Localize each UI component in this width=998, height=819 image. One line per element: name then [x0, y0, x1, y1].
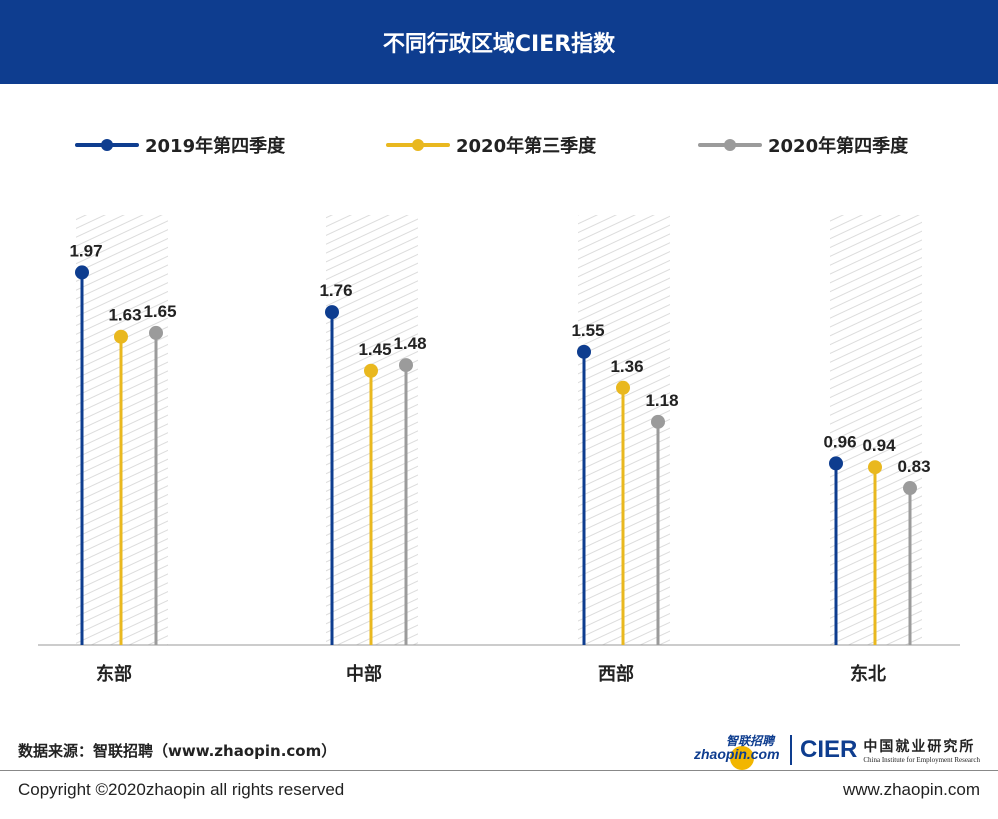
data-label: 1.76	[319, 281, 352, 300]
data-label: 1.48	[393, 334, 426, 353]
lollipop-dot	[75, 265, 89, 280]
lollipop-dot	[829, 456, 843, 471]
legend-label: 2019年第四季度	[145, 136, 286, 157]
data-label: 1.45	[358, 340, 391, 359]
data-label: 1.18	[645, 391, 678, 410]
legend-marker-icon	[698, 130, 762, 160]
logo-divider	[790, 735, 792, 765]
legend-item-2019q4: 2019年第四季度	[75, 130, 285, 160]
lollipop-dot	[399, 358, 413, 373]
cier-name-en: China Institute for Employment Research	[863, 756, 980, 764]
category-label: 中部	[346, 663, 382, 685]
legend: 2019年第四季度 2020年第三季度 2020年第四季度	[0, 130, 998, 160]
website-link[interactable]: www.zhaopin.com	[842, 780, 980, 799]
legend-label: 2020年第四季度	[768, 136, 909, 157]
zhaopin-logo: 智联招聘 zhaopin.com	[690, 732, 782, 770]
zhaopin-logo-en: zhaopin.com	[694, 746, 780, 762]
cier-logo-text: 中国就业研究所 China Institute for Employment R…	[863, 736, 980, 764]
data-label: 0.94	[862, 436, 896, 455]
data-label: 1.63	[108, 306, 141, 325]
data-label: 0.96	[823, 432, 856, 451]
category-label: 东北	[850, 663, 886, 685]
lollipop-dot	[114, 329, 128, 344]
copyright: Copyright ©2020zhaopin all rights reserv…	[18, 780, 345, 799]
data-label: 1.55	[571, 321, 604, 340]
footer-divider	[0, 770, 998, 771]
zhaopin-logo-cn: 智联招聘	[726, 734, 775, 748]
logo-group: 智联招聘 zhaopin.com CIER 中国就业研究所 China Inst…	[690, 732, 980, 770]
lollipop-dot	[651, 414, 665, 429]
legend-label: 2020年第三季度	[456, 136, 597, 157]
data-source: 数据来源：智联招聘（www.zhaopin.com）	[18, 742, 337, 760]
category-label: 西部	[598, 663, 634, 685]
cier-logo: CIER	[800, 736, 858, 763]
category-label: 东部	[96, 663, 132, 685]
data-label: 0.83	[897, 457, 930, 476]
chart-title: 不同行政区域CIER指数	[382, 32, 616, 57]
lollipop-dot	[577, 344, 591, 359]
cier-name-cn: 中国就业研究所	[863, 739, 976, 755]
lollipop-dot	[868, 460, 882, 475]
lollipop-dot	[325, 305, 339, 320]
lollipop-dot	[903, 481, 917, 496]
data-label: 1.97	[69, 241, 102, 260]
lollipop-dot	[149, 325, 163, 340]
data-label: 1.36	[610, 357, 643, 376]
lollipop-dot	[364, 363, 378, 378]
legend-marker-icon	[75, 130, 139, 160]
lollipop-chart: 东部 中部 西部 东北 1.97 1.76 1.55 0.96 1.63 1.45 1.36 0.94…	[38, 215, 960, 685]
legend-marker-icon	[386, 130, 450, 160]
chart-title-bar: 不同行政区域CIER指数	[0, 0, 998, 84]
data-label: 1.65	[143, 302, 176, 321]
legend-item-2020q3: 2020年第三季度	[386, 130, 596, 160]
lollipop-dot	[616, 380, 630, 395]
legend-item-2020q4: 2020年第四季度	[698, 130, 908, 160]
